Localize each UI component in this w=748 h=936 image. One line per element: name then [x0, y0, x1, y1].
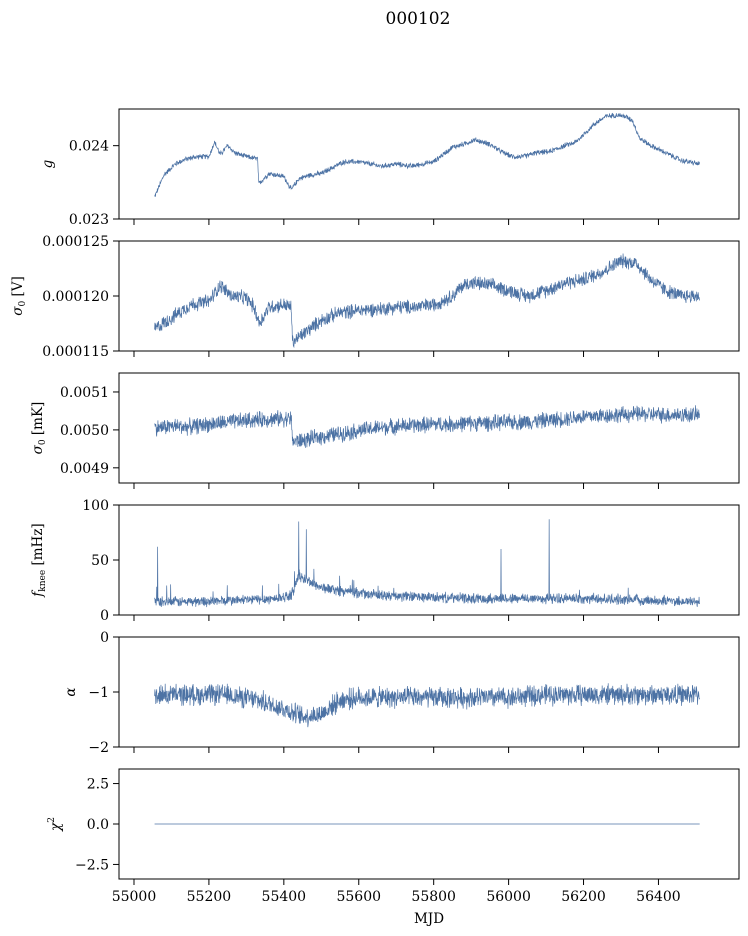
- y-tick-label: 0: [100, 608, 109, 624]
- x-axis-label: MJD: [414, 911, 444, 927]
- y-tick-label: 0.0: [87, 817, 109, 833]
- subplot-2: 0.000115 0.000120 0.000125 σ0 [V]: [10, 234, 740, 360]
- y-axis-label: fknee [mHz]: [30, 523, 48, 597]
- series-line: [154, 112, 701, 197]
- y-tick-label: 50: [91, 553, 109, 569]
- y-tick-label: −2.5: [75, 857, 109, 873]
- y-tick-label: −2: [88, 740, 109, 756]
- y-tick-label: 0.0050: [60, 423, 109, 439]
- y-axis-label: χ2: [47, 817, 64, 832]
- series-line: [154, 405, 701, 448]
- x-tick-label: 56200: [561, 889, 606, 905]
- y-tick-label: 100: [82, 498, 109, 514]
- x-tick-label: 55000: [112, 889, 157, 905]
- y-axis-label: σ0 [mK]: [30, 402, 48, 455]
- subplot-1: 0.023 0.024 g: [40, 108, 740, 228]
- x-tick-label: 56000: [486, 889, 531, 905]
- x-tick-label: 55800: [411, 889, 456, 905]
- y-axis-label: g: [40, 159, 56, 168]
- x-tick-label: 55600: [336, 889, 381, 905]
- subplot-5: −2 −1 0 α: [63, 630, 740, 756]
- y-tick-label: 0: [100, 630, 109, 646]
- y-tick-label: 0.000120: [42, 289, 109, 305]
- y-axis-label: α: [63, 687, 79, 696]
- y-tick-label: −1: [88, 685, 109, 701]
- y-tick-label: 2.5: [87, 777, 109, 793]
- y-tick-label: 0.0049: [60, 461, 109, 477]
- x-tick-label: 56400: [636, 889, 681, 905]
- y-tick-label: 0.000115: [42, 344, 109, 360]
- subplot-stack: 0.023 0.024 g 0.000115 0.000120 0.000125 σ0 [V…: [10, 108, 740, 905]
- x-tick-label: 55400: [262, 889, 307, 905]
- series-line: [154, 519, 700, 608]
- x-tick-label: 55200: [187, 889, 232, 905]
- y-axis-label: σ0 [V]: [10, 276, 28, 316]
- y-tick-label: 0.023: [69, 212, 109, 228]
- axes-frame: [118, 108, 740, 220]
- y-tick-label: 0.0051: [60, 385, 109, 401]
- axes-frame: [118, 372, 740, 484]
- subplot-6: 55000 55200 55400 55600 55800 56000 56200 56400…: [47, 768, 740, 905]
- subplot-4: 0 50 100 fknee [mHz]: [30, 498, 740, 624]
- series-line: [154, 683, 700, 728]
- figure-title: 000102: [386, 9, 451, 29]
- subplot-3: 0.0049 0.0050 0.0051 σ0 [mK]: [30, 372, 740, 489]
- series-line: [154, 253, 701, 349]
- y-tick-label: 0.024: [69, 139, 109, 155]
- y-tick-label: 0.000125: [42, 234, 109, 250]
